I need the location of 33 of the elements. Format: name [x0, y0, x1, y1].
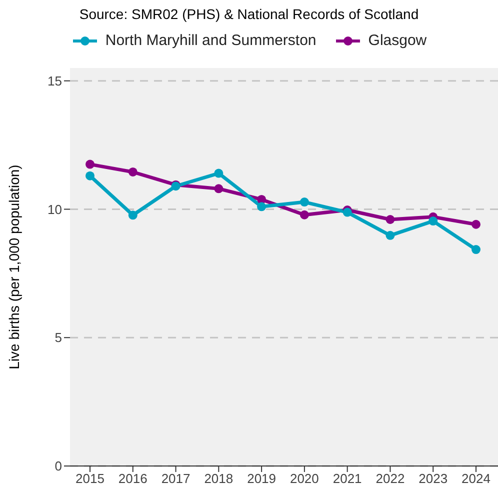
point: [386, 214, 395, 224]
point: [342, 208, 352, 217]
y-axis-title: Live births (per 1,000 population): [6, 164, 22, 370]
point: [386, 230, 395, 240]
point: [128, 210, 138, 220]
point: [86, 160, 94, 169]
point: [300, 198, 309, 207]
y-tick-label: 5: [54, 330, 62, 346]
point: [128, 167, 138, 176]
point: [257, 202, 266, 212]
x-tick-label: 2017: [161, 471, 190, 486]
x-tick-label: 2020: [290, 471, 319, 486]
legend-label: Glasgow: [368, 32, 427, 49]
point: [472, 220, 480, 229]
x-tick-label: 2023: [418, 471, 448, 486]
x-tick-label: 2021: [332, 471, 362, 486]
x-tick-label: 2018: [204, 471, 234, 486]
point: [428, 216, 438, 226]
x-tick-label: 2024: [462, 471, 490, 486]
y-tick-label: 0: [54, 458, 62, 474]
x-tick-label: 2016: [118, 471, 148, 486]
point: [214, 168, 224, 178]
point: [86, 171, 94, 180]
point: [300, 210, 309, 220]
legend-label: North Maryhill and Summerston: [105, 32, 316, 49]
point: [472, 245, 480, 254]
x-tick-label: 2019: [247, 471, 276, 486]
point: [214, 184, 224, 194]
source-note: Source: SMR02 (PHS) & National Records of Scotland: [78, 5, 420, 22]
y-tick-label: 15: [48, 73, 62, 88]
y-tick-label: 10: [48, 202, 62, 217]
x-tick-label: 2022: [376, 471, 405, 486]
x-tick-label: 2015: [76, 471, 104, 486]
